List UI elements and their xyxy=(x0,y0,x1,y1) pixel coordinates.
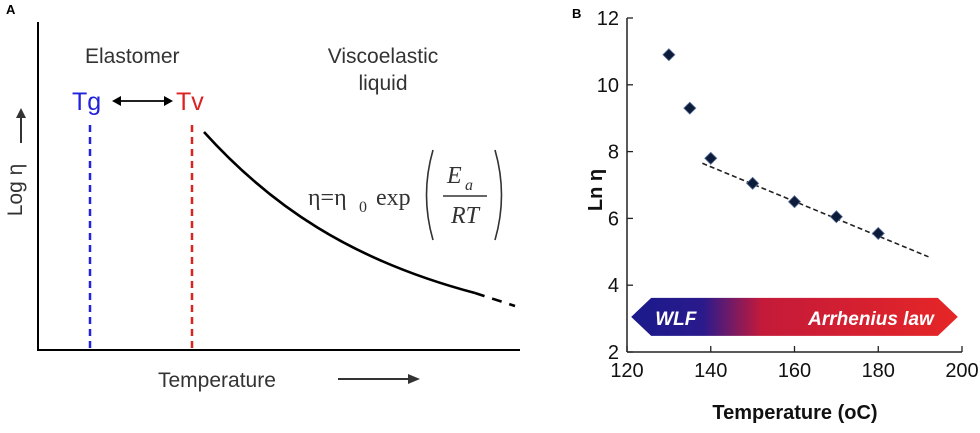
panel-b: B WLF Arrhenius law 2 4 6 8 10 12 120 140 160 180 20… xyxy=(572,6,979,424)
panel-a-y-arrow xyxy=(16,108,26,143)
viscoelastic-label-line2: liquid xyxy=(358,72,407,95)
panel-b-ylabel: Ln η xyxy=(585,169,607,211)
elastomer-label: Elastomer xyxy=(85,45,180,68)
viscosity-curve-extension xyxy=(474,291,516,308)
x-tick-label: 200 xyxy=(945,360,978,382)
formula-left-paren xyxy=(425,149,434,241)
y-tick-label: 2 xyxy=(608,342,619,364)
viscosity-curve xyxy=(203,131,476,295)
x-tick-label: 160 xyxy=(778,360,811,382)
panel-a-label: A xyxy=(6,2,16,17)
y-tick-label: 12 xyxy=(597,8,619,30)
data-point xyxy=(704,151,718,165)
y-tick-label: 8 xyxy=(608,142,619,164)
panel-a-x-arrow xyxy=(338,374,420,384)
panel-b-plot: WLF Arrhenius law 2 4 6 8 10 12 120 140 160 180 200 xyxy=(597,8,979,382)
formula-exp: exp xyxy=(376,185,411,211)
x-tick-label: 120 xyxy=(610,360,643,382)
data-point xyxy=(746,176,760,190)
formula-right-paren xyxy=(494,149,503,241)
data-point xyxy=(871,226,885,240)
band-arrhenius-label: Arrhenius law xyxy=(807,309,935,330)
panel-a: A Log η Temperature Elastomer Viscoelast… xyxy=(4,2,520,392)
tv-label: Tv xyxy=(176,88,204,116)
formula-numerator: E xyxy=(446,163,462,189)
arrhenius-fit-line xyxy=(702,162,929,258)
data-point xyxy=(787,195,802,209)
data-point xyxy=(683,101,697,115)
y-tick-label: 6 xyxy=(608,208,619,230)
panel-b-xlabel: Temperature (oC) xyxy=(712,402,877,424)
formula-numerator-sub: a xyxy=(465,177,473,194)
panel-b-label: B xyxy=(572,6,581,21)
x-tick-label: 180 xyxy=(862,360,895,382)
x-tick-label: 140 xyxy=(694,360,727,382)
formula-lhs: η=η xyxy=(308,185,347,211)
arrhenius-formula: η=η 0 exp E a RT xyxy=(308,149,503,241)
y-tick-label: 10 xyxy=(597,75,619,97)
tg-label: Tg xyxy=(72,88,101,116)
data-point xyxy=(662,48,676,62)
panel-a-xlabel: Temperature xyxy=(158,369,276,392)
band-wlf-label: WLF xyxy=(655,309,698,330)
wlf-arrhenius-band xyxy=(631,297,958,336)
double-arrow xyxy=(112,96,173,106)
formula-denominator: RT xyxy=(450,203,481,229)
data-point xyxy=(829,210,843,224)
y-tick-label: 4 xyxy=(608,275,619,297)
viscoelastic-label-line1: Viscoelastic xyxy=(328,45,439,68)
formula-subscript: 0 xyxy=(359,199,367,216)
panel-a-ylabel: Log η xyxy=(4,164,27,217)
